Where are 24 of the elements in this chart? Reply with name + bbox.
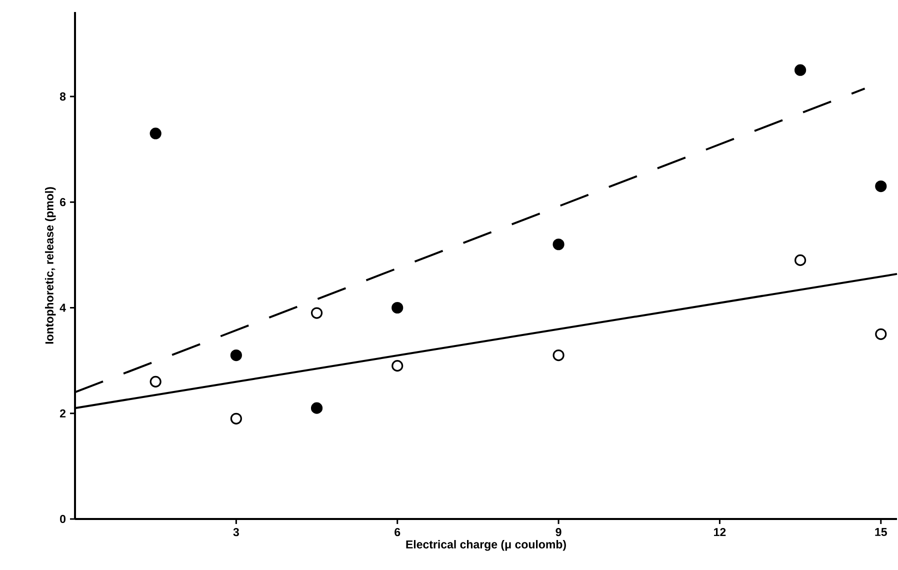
point — [310, 402, 323, 414]
point — [794, 254, 806, 266]
y-tick-label: 4 — [60, 304, 66, 312]
point — [230, 412, 242, 424]
point — [150, 128, 162, 140]
y-tick-label: 0 — [60, 514, 66, 524]
y-axis-title: Iontophoretic, release (pmol) — [45, 187, 56, 344]
x-tick-label: 12 — [714, 528, 726, 536]
point — [150, 376, 162, 388]
point — [552, 238, 564, 250]
point — [392, 302, 404, 314]
y-tick-label: 6 — [60, 198, 66, 206]
point — [310, 307, 323, 319]
point — [794, 64, 806, 76]
y-tick-label: 2 — [60, 409, 66, 418]
point — [392, 360, 404, 372]
x-tick-label: 9 — [556, 528, 562, 536]
point — [552, 349, 564, 362]
x-tick-label: 15 — [875, 528, 887, 536]
x-tick-label: 3 — [233, 528, 239, 536]
x-tick-label: 6 — [394, 528, 400, 536]
x-axis-title: Electrical charge (μ coulomb) — [406, 540, 566, 551]
point — [230, 349, 242, 362]
y-tick-label: 8 — [60, 92, 66, 101]
